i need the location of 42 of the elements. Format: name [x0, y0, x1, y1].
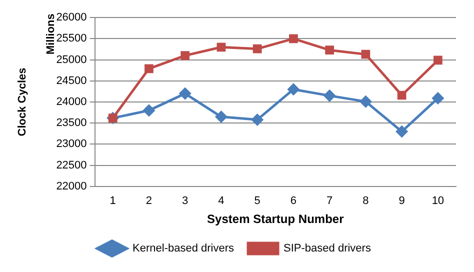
point	[144, 64, 154, 74]
point	[216, 42, 226, 52]
x-tick-label: 6	[290, 195, 297, 208]
point	[360, 96, 372, 108]
x-tick-label: 7	[326, 195, 333, 208]
x-tick-label: 5	[254, 195, 260, 208]
legend-label: SIP-based drivers	[284, 242, 372, 255]
y-tick-label: 26000	[56, 12, 87, 24]
x-tick-label: 9	[398, 195, 405, 208]
point	[361, 50, 370, 59]
x-tick-label: 3	[182, 195, 188, 208]
y-tick-label: 22000	[56, 180, 87, 192]
point	[289, 34, 298, 44]
point	[325, 46, 334, 55]
y-axis-title: Clock Cycles	[16, 68, 29, 136]
text: Millions	[44, 14, 57, 55]
y-tick-label: 24000	[56, 96, 87, 108]
x-tick-label: 4	[218, 195, 224, 208]
point	[252, 44, 262, 54]
y-tick-label: 25500	[56, 32, 87, 45]
y-tick-label: 23000	[56, 138, 87, 150]
point	[432, 92, 444, 104]
point	[397, 90, 406, 100]
x-axis-title: System Startup Number	[207, 212, 344, 226]
point	[396, 126, 408, 138]
point	[434, 56, 442, 65]
x-tick-label: 10	[432, 195, 444, 208]
point	[143, 104, 155, 116]
y-tick-label: 23500	[56, 117, 87, 130]
y-tick-label: 22500	[56, 159, 87, 172]
point	[215, 111, 227, 123]
y-tick-label: 25000	[56, 54, 87, 66]
point	[252, 114, 264, 126]
point	[288, 84, 300, 96]
point	[180, 51, 190, 60]
x-tick-label: 1	[110, 195, 116, 208]
point	[324, 90, 336, 102]
x-tick-label: 2	[146, 195, 152, 208]
y-tick-label: 24500	[56, 74, 87, 87]
legend-label: Kernel-based drivers	[132, 242, 235, 255]
x-tick-label: 8	[362, 195, 369, 208]
point	[179, 88, 191, 100]
